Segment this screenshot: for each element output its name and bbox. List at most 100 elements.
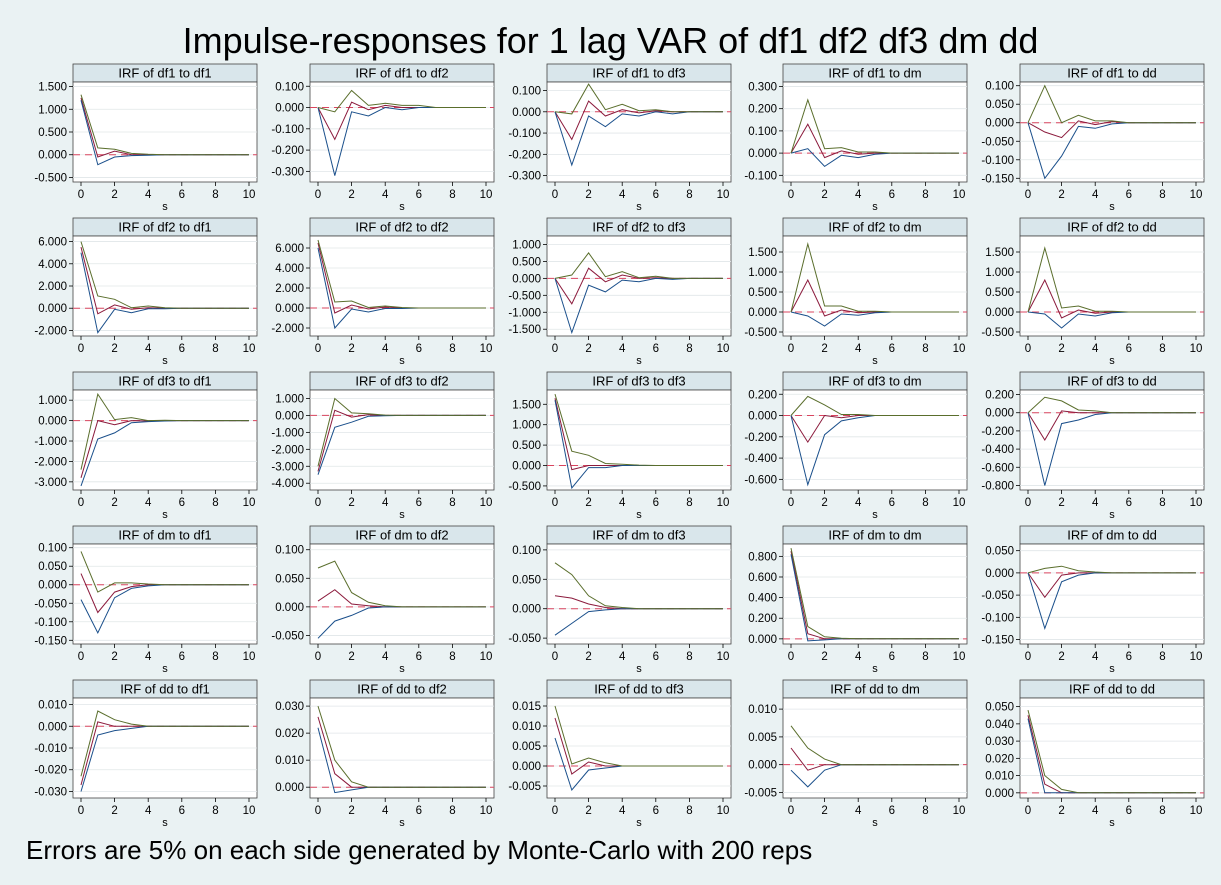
- x-tick-label: 2: [348, 189, 354, 201]
- y-tick-label: 0.050: [985, 99, 1014, 111]
- x-tick-label: 2: [111, 497, 117, 509]
- y-tick-label: -4.000: [271, 478, 304, 490]
- x-tick-label: 6: [653, 651, 659, 663]
- y-tick-label: -0.150: [981, 173, 1014, 185]
- x-tick-label: 4: [145, 343, 152, 355]
- x-axis-title: s: [1109, 509, 1115, 521]
- x-tick-label: 6: [653, 497, 659, 509]
- x-tick-label: 8: [449, 189, 455, 201]
- plot-area: [546, 543, 732, 645]
- y-tick-label: 0.200: [985, 390, 1014, 402]
- x-tick-label: 0: [788, 651, 794, 663]
- plot-area: [309, 697, 495, 799]
- panel-title: IRF of df1 to dd: [1067, 66, 1157, 81]
- x-tick-label: 8: [1159, 189, 1165, 201]
- upper-ci-line: [80, 392, 249, 470]
- x-tick-label: 4: [1092, 805, 1099, 817]
- x-tick-label: 4: [382, 189, 389, 201]
- x-tick-label: 4: [382, 805, 389, 817]
- y-tick-label: 1.000: [275, 393, 304, 405]
- x-axis-title: s: [162, 663, 168, 675]
- irf-panel: IRF of df3 to dm 0.200 0.000 -0.200 -0.400 -0…: [744, 371, 968, 521]
- chart-main-title: Impulse-responses for 1 lag VAR of df1 d…: [182, 20, 1039, 61]
- y-tick-label: 0.100: [38, 543, 67, 555]
- y-tick-label: -0.005: [744, 787, 777, 799]
- y-tick-label: -0.050: [271, 630, 304, 642]
- irf-panel: IRF of df1 to df1 1.500 1.000 0.500 0.000 -0.…: [34, 63, 258, 213]
- x-tick-label: 10: [953, 189, 966, 201]
- panel-title: IRF of df3 to dd: [1067, 374, 1157, 389]
- x-axis-title: s: [399, 663, 405, 675]
- x-tick-label: 8: [686, 497, 692, 509]
- y-tick-label: 0.000: [748, 760, 777, 772]
- x-tick-label: 6: [889, 343, 895, 355]
- x-tick-label: 8: [686, 189, 692, 201]
- x-axis-title: s: [1109, 355, 1115, 367]
- irf-panel: IRF of dm to dd 0.050 0.000 -0.050 -0.100 -0.…: [981, 525, 1205, 675]
- x-tick-label: 4: [855, 805, 862, 817]
- y-tick-label: 0.000: [512, 273, 541, 285]
- y-tick-label: 1.500: [985, 247, 1014, 259]
- irf-panel: IRF of df1 to df3 0.100 0.000 -0.100 -0.200 -…: [508, 63, 732, 213]
- x-tick-label: 10: [1190, 651, 1203, 663]
- y-tick-label: 0.100: [512, 86, 541, 98]
- x-tick-label: 4: [145, 805, 152, 817]
- panel-title: IRF of df2 to dm: [828, 220, 921, 235]
- x-tick-label: 6: [1126, 189, 1132, 201]
- y-tick-label: -0.300: [271, 166, 304, 178]
- x-tick-label: 0: [315, 805, 321, 817]
- x-tick-label: 0: [788, 497, 794, 509]
- y-tick-label: 0.020: [985, 753, 1014, 765]
- irf-panel: IRF of dm to df2 0.100 0.050 0.000 -0.050 0 2 4…: [271, 525, 495, 675]
- y-tick-label: 0.000: [38, 303, 67, 315]
- panel-title: IRF of df2 to dd: [1067, 220, 1157, 235]
- x-tick-label: 6: [653, 343, 659, 355]
- y-tick-label: 2.000: [275, 283, 304, 295]
- y-tick-label: 0.000: [985, 788, 1014, 800]
- y-tick-label: -1.500: [508, 324, 541, 336]
- plot-area: [546, 81, 732, 183]
- x-tick-label: 2: [111, 189, 117, 201]
- x-tick-label: 0: [1025, 805, 1031, 817]
- panel-title: IRF of dm to df2: [355, 528, 448, 543]
- panel-title: IRF of df2 to df2: [355, 220, 448, 235]
- y-tick-label: 0.000: [985, 568, 1014, 580]
- x-tick-label: 10: [953, 343, 966, 355]
- plot-area: [546, 389, 732, 491]
- irf-panel: IRF of dd to df1 0.010 0.000 -0.010 -0.020 -0…: [34, 679, 258, 829]
- x-tick-label: 2: [585, 651, 591, 663]
- plot-area: [782, 81, 968, 183]
- panel-title: IRF of df1 to df1: [118, 66, 211, 81]
- x-tick-label: 0: [78, 189, 84, 201]
- y-tick-label: 0.200: [748, 613, 777, 625]
- y-tick-label: 0.010: [748, 704, 777, 716]
- y-tick-label: 0.100: [985, 81, 1014, 93]
- x-tick-label: 2: [821, 805, 827, 817]
- y-tick-label: 1.500: [38, 82, 67, 94]
- y-tick-label: -2.000: [271, 323, 304, 335]
- panel-title: IRF of df3 to dm: [828, 374, 921, 389]
- x-axis-title: s: [636, 201, 642, 213]
- plot-area: [546, 235, 732, 337]
- panel-title: IRF of df3 to df2: [355, 374, 448, 389]
- upper-ci-line: [317, 397, 486, 467]
- plot-area: [546, 697, 732, 799]
- x-tick-label: 8: [922, 343, 928, 355]
- plot-area: [72, 389, 258, 491]
- y-tick-label: -0.500: [508, 481, 541, 493]
- y-tick-label: 0.200: [748, 389, 777, 401]
- y-tick-label: 0.000: [275, 103, 304, 115]
- x-tick-label: 6: [889, 651, 895, 663]
- upper-ci-line: [790, 98, 959, 154]
- x-tick-label: 4: [145, 497, 152, 509]
- x-axis-title: s: [162, 355, 168, 367]
- plot-area: [1019, 543, 1205, 645]
- x-tick-label: 4: [382, 497, 389, 509]
- y-tick-label: -1.000: [508, 307, 541, 319]
- x-tick-label: 10: [480, 497, 493, 509]
- x-tick-label: 0: [788, 189, 794, 201]
- x-tick-label: 4: [619, 651, 626, 663]
- panel-title: IRF of df1 to df2: [355, 66, 448, 81]
- y-tick-label: -0.150: [34, 635, 67, 647]
- plot-area: [309, 543, 495, 645]
